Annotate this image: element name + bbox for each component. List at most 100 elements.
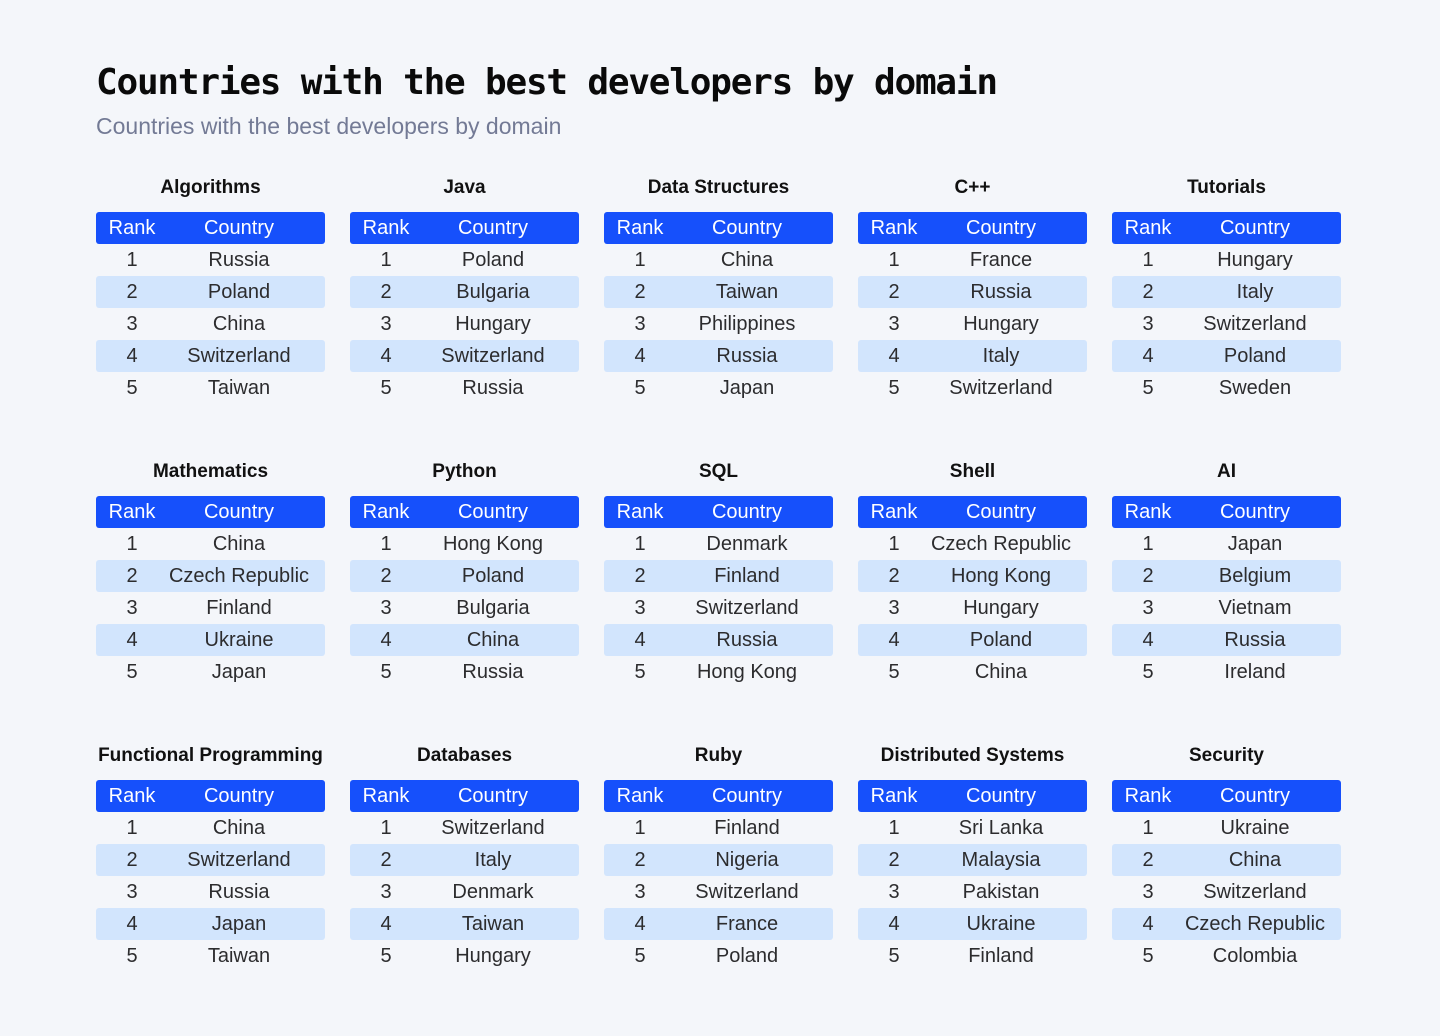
domain-title: SQL bbox=[698, 461, 739, 482]
table-row: 3 Bulgaria bbox=[350, 592, 579, 624]
country-column-header: Country bbox=[457, 785, 529, 807]
rank-cell: 4 bbox=[126, 629, 138, 651]
country-cell: China bbox=[974, 661, 1028, 683]
domain-title: Python bbox=[432, 461, 497, 482]
table-row: 3 Switzerland bbox=[1112, 876, 1341, 908]
domain-title: Tutorials bbox=[1187, 177, 1266, 198]
country-cell: Belgium bbox=[1218, 565, 1292, 587]
rank-cell: 1 bbox=[380, 817, 392, 839]
rank-cell: 2 bbox=[380, 565, 392, 587]
rank-cell: 1 bbox=[634, 249, 646, 271]
country-cell: Switzerland bbox=[441, 817, 545, 839]
rank-column-header: Rank bbox=[108, 217, 156, 239]
table-row: 5 Ireland bbox=[1112, 656, 1341, 688]
table-row: 2 Poland bbox=[350, 560, 579, 592]
country-cell: Russia bbox=[462, 661, 524, 683]
rank-cell: 4 bbox=[1142, 913, 1154, 935]
rank-cell: 1 bbox=[634, 533, 646, 555]
rank-cell: 5 bbox=[634, 377, 646, 399]
table-row: 2 Bulgaria bbox=[350, 276, 579, 308]
table-header: Rank Country bbox=[96, 780, 325, 812]
domain-table-databases: Databases Rank Country 1 Switzerland 2 Ital… bbox=[350, 740, 579, 972]
table-row: 2 Italy bbox=[1112, 276, 1341, 308]
country-cell: Czech Republic bbox=[1184, 913, 1326, 935]
rank-cell: 1 bbox=[888, 249, 900, 271]
domain-table-tutorials: Tutorials Rank Country 1 Hungary 2 Italy 3 Sw… bbox=[1112, 172, 1341, 404]
country-cell: Nigeria bbox=[715, 849, 779, 871]
domain-title: Shell bbox=[949, 461, 996, 482]
table-row: 4 Poland bbox=[1112, 340, 1341, 372]
table-row: 4 Russia bbox=[604, 340, 833, 372]
rank-cell: 3 bbox=[380, 881, 392, 903]
rank-cell: 2 bbox=[888, 565, 900, 587]
table-row: 1 Japan bbox=[1112, 528, 1341, 560]
rank-cell: 5 bbox=[126, 661, 138, 683]
country-cell: Taiwan bbox=[207, 945, 271, 967]
country-cell: Japan bbox=[211, 661, 267, 683]
rank-cell: 1 bbox=[1142, 249, 1154, 271]
rank-cell: 5 bbox=[634, 945, 646, 967]
country-cell: Czech Republic bbox=[168, 565, 310, 587]
table-row: 2 Belgium bbox=[1112, 560, 1341, 592]
country-cell: China bbox=[720, 249, 774, 271]
rank-column-header: Rank bbox=[362, 217, 410, 239]
page-title: Countries with the best developers by do… bbox=[96, 62, 998, 103]
table-row: 3 China bbox=[96, 308, 325, 340]
rank-cell: 4 bbox=[888, 913, 900, 935]
table-row: 4 Switzerland bbox=[96, 340, 325, 372]
rank-cell: 5 bbox=[1142, 661, 1154, 683]
rank-cell: 5 bbox=[380, 661, 392, 683]
domain-table-ruby: Ruby Rank Country 1 Finland 2 Nigeria 3 Switz… bbox=[604, 740, 833, 972]
rank-cell: 2 bbox=[634, 565, 646, 587]
country-cell: China bbox=[1228, 849, 1282, 871]
country-cell: Russia bbox=[1224, 629, 1286, 651]
country-cell: Russia bbox=[716, 629, 778, 651]
domain-table-distributed-systems: Distributed Systems Rank Country 1 Sri La… bbox=[858, 740, 1087, 972]
domain-table-shell: Shell Rank Country 1 Czech Republic 2 Hong … bbox=[858, 456, 1087, 688]
domain-title: Mathematics bbox=[152, 461, 269, 482]
rank-cell: 2 bbox=[380, 849, 392, 871]
rank-cell: 3 bbox=[126, 313, 138, 335]
table-row: 1 China bbox=[96, 528, 325, 560]
country-cell: Hong Kong bbox=[696, 661, 798, 683]
table-row: 1 Czech Republic bbox=[858, 528, 1087, 560]
table-row: 3 Hungary bbox=[858, 308, 1087, 340]
country-cell: Hungary bbox=[455, 313, 531, 335]
table-row: 1 China bbox=[604, 244, 833, 276]
page-subtitle: Countries with the best developers by do… bbox=[96, 113, 562, 139]
rank-column-header: Rank bbox=[870, 785, 918, 807]
country-column-header: Country bbox=[711, 501, 783, 523]
table-row: 5 Taiwan bbox=[96, 940, 325, 972]
rank-cell: 4 bbox=[634, 345, 646, 367]
country-column-header: Country bbox=[965, 785, 1037, 807]
rank-cell: 2 bbox=[126, 281, 138, 303]
domain-table-security: Security Rank Country 1 Ukraine 2 China 3 Swi… bbox=[1112, 740, 1341, 972]
rank-cell: 5 bbox=[1142, 377, 1154, 399]
country-column-header: Country bbox=[711, 217, 783, 239]
table-row: 5 Sweden bbox=[1112, 372, 1341, 404]
domain-table-java: Java Rank Country 1 Poland 2 Bulgaria 3 Hunga… bbox=[350, 172, 579, 404]
country-cell: Sweden bbox=[1218, 377, 1292, 399]
table-row: 5 Japan bbox=[96, 656, 325, 688]
table-row: 4 Italy bbox=[858, 340, 1087, 372]
country-cell: Vietnam bbox=[1218, 597, 1292, 619]
rank-cell: 5 bbox=[634, 661, 646, 683]
country-cell: Taiwan bbox=[461, 913, 525, 935]
table-header: Rank Country bbox=[604, 212, 833, 244]
table-row: 5 Taiwan bbox=[96, 372, 325, 404]
country-cell: China bbox=[212, 313, 266, 335]
table-row: 4 Russia bbox=[1112, 624, 1341, 656]
rank-column-header: Rank bbox=[362, 785, 410, 807]
table-row: 4 France bbox=[604, 908, 833, 940]
table-row: 4 Ukraine bbox=[96, 624, 325, 656]
table-row: 5 Finland bbox=[858, 940, 1087, 972]
rank-cell: 1 bbox=[1142, 817, 1154, 839]
table-row: 1 Russia bbox=[96, 244, 325, 276]
country-cell: Finland bbox=[714, 565, 780, 587]
rank-cell: 4 bbox=[634, 629, 646, 651]
table-row: 4 Russia bbox=[604, 624, 833, 656]
rank-cell: 3 bbox=[888, 597, 900, 619]
country-cell: Bulgaria bbox=[456, 281, 530, 303]
country-column-header: Country bbox=[203, 785, 275, 807]
rank-cell: 1 bbox=[380, 249, 392, 271]
